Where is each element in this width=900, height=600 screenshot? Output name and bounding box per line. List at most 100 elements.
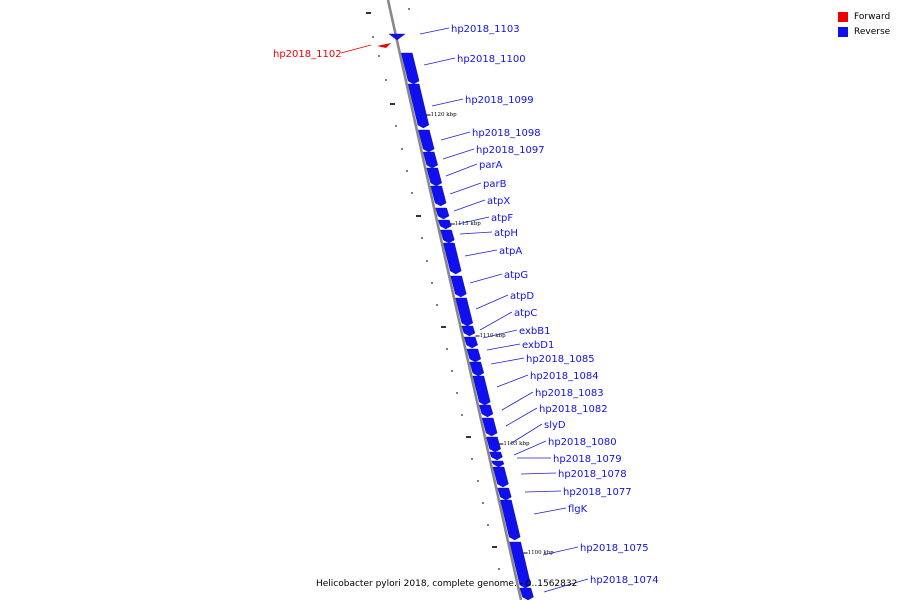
gene-exbD1 [466, 348, 481, 363]
gene-label-hp2018_1083: hp2018_1083 [535, 388, 604, 399]
reverse-swatch [838, 26, 848, 37]
gene-hp2018_1077 [497, 487, 512, 501]
leader-line [464, 249, 498, 257]
gene-label-atpA: atpA [499, 246, 522, 257]
leader-line [520, 472, 557, 475]
leader-line [505, 407, 538, 427]
gene-atpA [443, 242, 462, 275]
leader-line [501, 391, 534, 411]
gene-atpG [450, 275, 467, 298]
gene-label-flgK: flgK [568, 504, 588, 515]
gene-label-hp2018_1099: hp2018_1099 [465, 95, 534, 106]
scale-tick-label: 1105 kbp [503, 441, 530, 447]
gene-atpD [455, 297, 473, 327]
gene-parA [426, 167, 442, 187]
gene-label-atpD: atpD [510, 291, 534, 302]
gene-label-hp2018_1074: hp2018_1074 [590, 575, 659, 586]
gene-label-parA: parA [479, 160, 503, 171]
gene-label-hp2018_1098: hp2018_1098 [472, 128, 541, 139]
leader-line [496, 374, 529, 388]
gene-label-atpH: atpH [494, 228, 518, 239]
gene-hp2018_1098 [418, 129, 435, 153]
minor-tick-marks [366, 8, 500, 570]
leader-line [419, 27, 450, 35]
gene-hp2018_1100 [400, 52, 420, 85]
gene-atpX [435, 207, 450, 220]
gene-hp2018_1080 [489, 451, 503, 461]
gene-parB [430, 185, 447, 207]
gene-label-atpG: atpG [504, 270, 528, 281]
gene-label-hp2018_1085: hp2018_1085 [526, 354, 595, 365]
leader-line [513, 440, 547, 456]
leader-line [475, 294, 509, 310]
gene-label-hp2018_1103: hp2018_1103 [451, 24, 520, 35]
gene-hp2018_1103 [388, 33, 406, 41]
leader-line [482, 329, 518, 339]
gene-label-exbB1: exbB1 [519, 326, 550, 337]
scale-tick-label: 1120 kbp [430, 112, 457, 118]
gene-label-hp2018_1102: hp2018_1102 [273, 49, 342, 60]
gene-hp2018_1084 [472, 375, 491, 406]
gene-label-hp2018_1080: hp2018_1080 [548, 437, 617, 448]
gene-label-hp2018_1082: hp2018_1082 [539, 404, 608, 415]
gene-atpC [461, 325, 476, 337]
genome-backbone [386, 0, 523, 600]
leader-line [490, 357, 525, 365]
gene-atpF [437, 219, 452, 230]
gene-label-atpX: atpX [487, 196, 510, 207]
leader-line [479, 311, 513, 331]
legend-item-reverse: Reverse [838, 24, 890, 39]
leader-line [442, 148, 475, 160]
gene-label-hp2018_1079: hp2018_1079 [553, 454, 622, 465]
gene-features [377, 33, 534, 600]
forward-swatch [838, 11, 848, 22]
leader-line [453, 199, 486, 212]
gene-hp2018_1102-arrow [377, 43, 391, 48]
gene-slyD [486, 436, 501, 453]
leader-line [440, 131, 471, 141]
gene-hp2018_1099 [407, 83, 430, 129]
gene-hp2018_1082 [481, 417, 498, 437]
gene-hp2018_1078 [492, 466, 509, 488]
gene-hp2018_1097 [422, 151, 438, 169]
gene-label-hp2018_1078: hp2018_1078 [558, 469, 627, 480]
gene-label-hp2018_1077: hp2018_1077 [563, 487, 632, 498]
leader-line [457, 216, 490, 225]
legend-label-forward: Forward [854, 11, 891, 22]
gene-label-hp2018_1084: hp2018_1084 [530, 371, 599, 382]
leader-line [542, 546, 579, 556]
gene-label-atpF: atpF [491, 213, 513, 224]
gene-label-hp2018_1100: hp2018_1100 [457, 54, 526, 65]
legend-item-forward: Forward [838, 9, 890, 24]
leader-line [340, 44, 372, 54]
leader-line [543, 578, 589, 593]
gene-hp2018_1079 [491, 460, 505, 468]
leader-line [431, 98, 464, 107]
scale-tick-label: 1100 kbp [528, 550, 555, 556]
leader-line [509, 423, 543, 445]
gene-label-parB: parB [483, 179, 507, 190]
strand-legend: Forward Reverse [838, 9, 890, 39]
gene-flgK [500, 499, 521, 541]
gene-label-exbD1: exbD1 [522, 340, 554, 351]
gene-label-hp2018_1097: hp2018_1097 [476, 145, 545, 156]
gene-exbB1 [463, 336, 478, 349]
scale-tick-label: 1115 kbp [455, 221, 482, 227]
leader-line [445, 163, 478, 177]
gene-hp2018_1085 [469, 361, 485, 377]
leader-line [423, 57, 456, 66]
leader-line [469, 273, 503, 284]
gene-label-slyD: slyD [544, 420, 566, 431]
leader-line [533, 507, 567, 515]
genome-caption: Helicobacter pylori 2018, complete genom… [316, 579, 578, 589]
leader-line [449, 182, 482, 195]
gene-hp2018_1074 [519, 587, 534, 600]
gene-hp2018_1083 [479, 404, 494, 418]
gene-label-atpC: atpC [514, 308, 537, 319]
gene-atpH [440, 229, 455, 244]
gene-hp2018_1075 [509, 541, 532, 589]
gene-labels: hp2018_1103 hp2018_1102 hp2018_1100 hp2018_… [273, 24, 659, 593]
leader-line [459, 231, 493, 235]
leader-line [524, 490, 562, 493]
